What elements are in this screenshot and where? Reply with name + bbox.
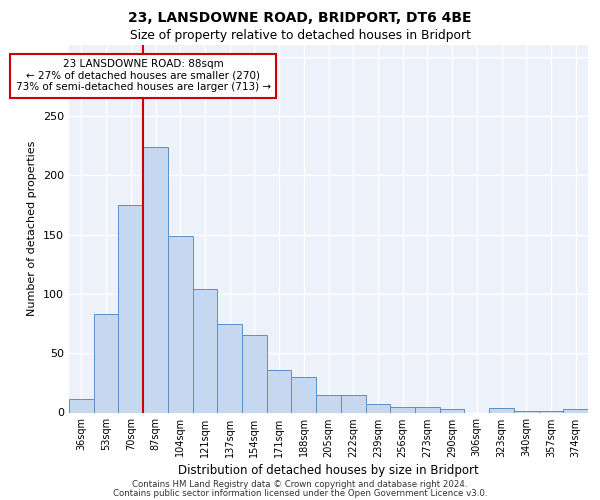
- X-axis label: Distribution of detached houses by size in Bridport: Distribution of detached houses by size …: [178, 464, 479, 477]
- Text: 23 LANSDOWNE ROAD: 88sqm
← 27% of detached houses are smaller (270)
73% of semi-: 23 LANSDOWNE ROAD: 88sqm ← 27% of detach…: [16, 59, 271, 92]
- Bar: [217, 324, 242, 412]
- Bar: [267, 370, 292, 412]
- Text: Contains public sector information licensed under the Open Government Licence v3: Contains public sector information licen…: [113, 489, 487, 498]
- Bar: [415, 406, 440, 412]
- Bar: [440, 409, 464, 412]
- Bar: [365, 404, 390, 412]
- Bar: [316, 394, 341, 412]
- Bar: [193, 289, 217, 412]
- Bar: [168, 236, 193, 412]
- Bar: [489, 408, 514, 412]
- Bar: [69, 400, 94, 412]
- Text: Size of property relative to detached houses in Bridport: Size of property relative to detached ho…: [130, 28, 470, 42]
- Text: 23, LANSDOWNE ROAD, BRIDPORT, DT6 4BE: 23, LANSDOWNE ROAD, BRIDPORT, DT6 4BE: [128, 12, 472, 26]
- Bar: [341, 394, 365, 412]
- Y-axis label: Number of detached properties: Number of detached properties: [28, 141, 37, 316]
- Bar: [94, 314, 118, 412]
- Bar: [390, 406, 415, 412]
- Text: Contains HM Land Registry data © Crown copyright and database right 2024.: Contains HM Land Registry data © Crown c…: [132, 480, 468, 489]
- Bar: [292, 377, 316, 412]
- Bar: [242, 336, 267, 412]
- Bar: [563, 409, 588, 412]
- Bar: [143, 147, 168, 412]
- Bar: [118, 205, 143, 412]
